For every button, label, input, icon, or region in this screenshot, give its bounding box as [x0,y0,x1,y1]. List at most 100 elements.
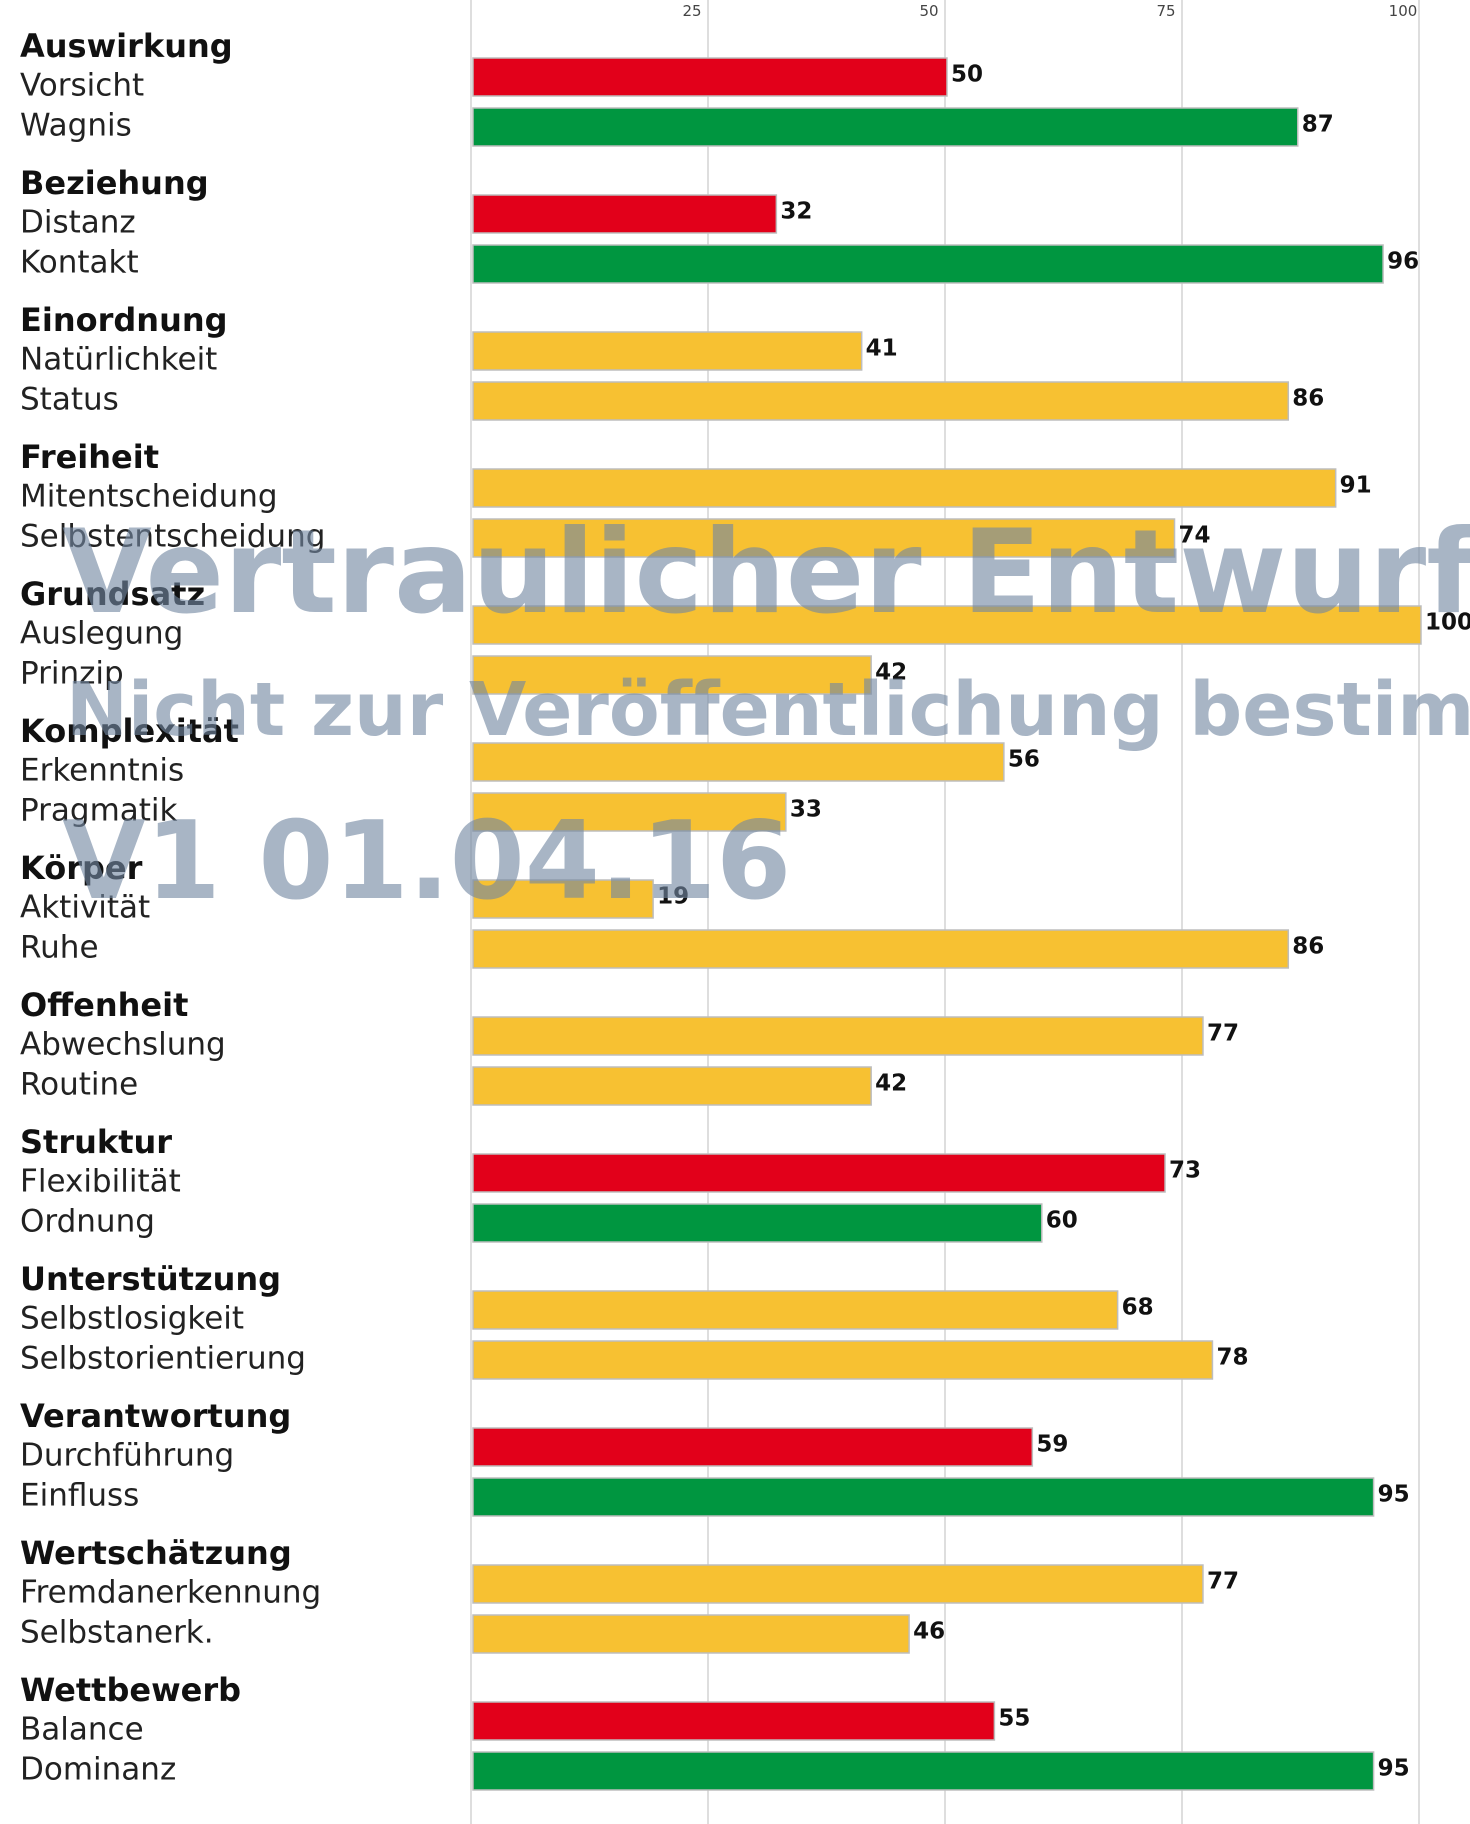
group-label: Auswirkung [20,27,233,65]
item-label: Selbstentscheidung [20,519,325,555]
value-label: 32 [780,199,812,225]
item-label: Dominanz [20,1752,176,1788]
item-label: Selbstorientierung [20,1341,306,1377]
item-label: Durchführung [20,1438,234,1474]
value-label: 91 [1340,473,1372,499]
bar [472,879,654,919]
bar [472,244,1384,284]
tick-label: 25 [682,2,701,20]
item-label: Pragmatik [20,793,178,829]
group-label: Offenheit [20,986,188,1024]
value-label: 77 [1207,1569,1239,1595]
bar [472,792,787,832]
item-label: Fremdanerkennung [20,1575,321,1611]
value-label: 59 [1036,1432,1068,1458]
item-label: Selbstlosigkeit [20,1301,244,1337]
group-label: Freiheit [20,438,159,476]
bar [472,1427,1034,1467]
grid-layer: 25 50 75 100 [470,0,1420,1824]
item-label: Auslegung [20,616,183,652]
item-label: Distanz [20,205,136,241]
item-label: Erkenntnis [20,753,184,789]
value-label: 100 [1425,610,1470,636]
bar [472,1701,996,1741]
item-label: Mitentscheidung [20,479,278,515]
watermark-line-3: V1 01.04.16 [62,799,791,924]
tick-label: 75 [1156,2,1175,20]
bar [472,655,872,695]
tick-label: 50 [919,2,938,20]
value-label: 77 [1207,1021,1239,1047]
item-label: Flexibilität [20,1164,181,1200]
watermark-line-1: Vertraulicher Entwurf [62,505,1470,640]
item-label: Wagnis [20,108,132,144]
bar [472,1751,1375,1791]
item-label: Vorsicht [20,68,144,104]
value-label: 60 [1046,1208,1078,1234]
value-label: 96 [1387,249,1419,275]
item-label: Balance [20,1712,144,1748]
bar [472,1564,1204,1604]
group-label: Wertschätzung [20,1534,292,1572]
group-label: Struktur [20,1123,172,1161]
tick-label: 100 [1389,2,1418,20]
item-label: Abwechslung [20,1027,226,1063]
bar [472,331,863,371]
value-label: 73 [1169,1158,1201,1184]
value-label: 41 [866,336,898,362]
bar [472,194,778,234]
value-label: 55 [998,1706,1030,1732]
item-label: Routine [20,1067,138,1103]
item-label: Ordnung [20,1204,155,1240]
value-label: 56 [1008,747,1040,773]
value-label: 42 [875,1071,907,1097]
item-label: Aktivität [20,890,150,926]
watermark-line-2: Nicht zur Veröffentlichung bestimmt [66,667,1470,753]
value-label: 86 [1292,386,1324,412]
group-label: Verantwortung [20,1397,291,1435]
bar [472,518,1176,558]
item-label: Prinzip [20,656,124,692]
group-label: Grundsatz [20,575,205,613]
item-label: Selbstanerk. [20,1615,214,1651]
item-label: Ruhe [20,930,99,966]
bar [472,468,1337,508]
group-label: Einordnung [20,301,228,339]
group-label: Komplexität [20,712,239,750]
bar [472,742,1005,782]
bar [472,1477,1375,1517]
group-label: Beziehung [20,164,209,202]
item-label: Status [20,382,119,418]
bar [472,1290,1119,1330]
group-label: Körper [20,849,143,887]
value-label: 95 [1378,1482,1410,1508]
value-label: 19 [657,884,689,910]
item-label: Natürlichkeit [20,342,217,378]
value-label: 87 [1302,112,1334,138]
value-label: 74 [1179,523,1211,549]
bar [472,605,1422,645]
value-label: 50 [951,62,983,88]
value-label: 42 [875,660,907,686]
bar [472,381,1290,421]
bar [472,929,1290,969]
watermark: Vertraulicher Entwurf Nicht zur Veröffen… [62,505,1470,924]
item-label: Kontakt [20,245,139,281]
value-label: 95 [1378,1756,1410,1782]
group-label: Unterstützung [20,1260,281,1298]
value-label: 78 [1216,1345,1248,1371]
value-label: 86 [1292,934,1324,960]
bar [472,57,948,97]
bar [472,107,1299,147]
bar [472,1016,1204,1056]
bar [472,1340,1214,1380]
bar [472,1203,1043,1243]
group-label: Wettbewerb [20,1671,241,1709]
bar [472,1153,1166,1193]
item-label: Einfluss [20,1478,139,1514]
bars-layer: 50 87 32 96 41 86 91 74 100 42 56 33 19 86 77 42 73 60 68 7… [472,57,1470,1791]
bar [472,1614,910,1654]
value-label: 33 [790,797,822,823]
